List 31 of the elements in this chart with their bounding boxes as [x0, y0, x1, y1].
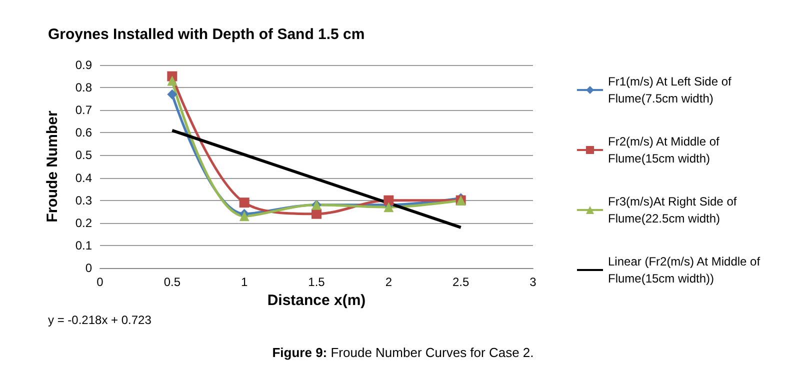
x-tick-label: 1.5	[308, 275, 326, 289]
y-axis-title: Froude Number	[44, 110, 61, 222]
point	[167, 76, 178, 86]
y-tick-label: 0.9	[75, 58, 92, 72]
legend-label: Fr2(m/s) At Middle of Flume(15cm width)	[608, 134, 723, 166]
x-tick-label: 0	[96, 275, 104, 289]
x-axis-title: Distance x(m)	[267, 292, 366, 309]
y-tick-label: 0.4	[75, 170, 92, 185]
x-tick-label: 2.5	[452, 275, 470, 289]
legend-label: Fr1(m/s) At Left Side of Flume(7.5cm width)	[608, 74, 735, 106]
point	[239, 211, 250, 222]
point	[167, 89, 178, 100]
y-tick-label: 0.5	[75, 148, 92, 162]
legend-label: Linear (Fr2(m/s) At Middle of Flume(15cm width))	[608, 254, 764, 286]
y-tick-label: 0.7	[75, 103, 92, 118]
y-tick-label: 0	[85, 261, 92, 275]
x-tick-label: 3	[530, 275, 537, 289]
text: y = -0.218x + 0.723	[48, 313, 152, 327]
x-tick-label: 1	[240, 275, 248, 289]
point	[239, 198, 250, 208]
y-tick-label: 0.6	[75, 126, 92, 140]
legend-label: Fr3(m/s)At Right Side of Flume(22.5cm width)	[608, 194, 740, 226]
chart-title: Groynes Installed with Depth of Sand 1.5 cm	[48, 26, 365, 43]
y-tick-label: 0.3	[75, 193, 92, 208]
x-tick-label: 2	[385, 275, 392, 289]
y-tick-label: 0.2	[75, 216, 92, 230]
point	[312, 208, 322, 219]
x-tick-label: 0.5	[164, 275, 181, 289]
y-tick-label: 0.1	[75, 238, 92, 252]
caption: Figure 9: Froude Number Curves for Case 2.	[272, 345, 534, 360]
y-tick-label: 0.8	[75, 80, 92, 95]
